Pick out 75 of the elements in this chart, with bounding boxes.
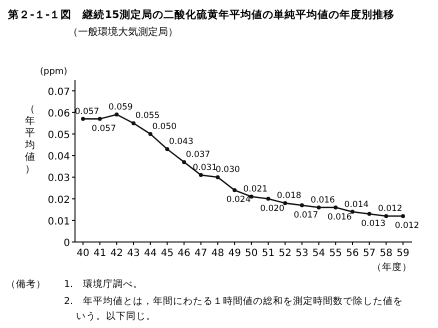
- point: [232, 188, 237, 192]
- point: [283, 201, 288, 206]
- x-tick-label: 44: [144, 248, 157, 259]
- text: （備考）: [6, 278, 46, 290]
- text: 0.013: [361, 218, 386, 229]
- y-tick-label: 0.07: [48, 86, 70, 98]
- chart-subtitle: （一般環境大気測定局）: [68, 26, 178, 38]
- x-tick-label: 57: [362, 248, 376, 259]
- text: 0.031: [192, 163, 218, 174]
- point: [132, 121, 136, 126]
- text: 0.017: [294, 210, 318, 220]
- text: 0.057: [74, 106, 100, 117]
- text: 0.014: [344, 200, 369, 210]
- point: [182, 160, 186, 164]
- point: [350, 210, 354, 214]
- y-tick-label: 0.02: [48, 194, 70, 206]
- point: [384, 214, 388, 218]
- text: 0.016: [310, 195, 335, 206]
- point: [165, 147, 170, 152]
- text: 0.012: [394, 221, 420, 232]
- x-tick-label: 55: [329, 248, 342, 259]
- x-tick-label: 58: [380, 248, 393, 259]
- x-tick-label: 46: [178, 248, 190, 259]
- text: (ppm): [40, 67, 68, 77]
- y-tick-label: 0.06: [48, 108, 70, 120]
- text: 0.012: [378, 204, 402, 214]
- point: [114, 112, 119, 117]
- y-tick-label: 0.01: [48, 216, 70, 228]
- text: 0.059: [108, 102, 133, 113]
- x-tick-label: 49: [228, 248, 241, 259]
- point: [401, 214, 405, 218]
- text: 0.018: [276, 191, 302, 202]
- x-tick-label: 59: [396, 248, 410, 259]
- x-tick-label: 50: [245, 248, 258, 259]
- point: [98, 116, 102, 121]
- point: [216, 175, 220, 180]
- text: 0.030: [216, 165, 240, 176]
- point: [81, 116, 85, 121]
- x-tick-label: 48: [211, 248, 224, 259]
- x-tick-label: 40: [76, 248, 90, 259]
- x-tick-label: 41: [93, 248, 106, 259]
- y-axis-title: （年平均値）: [24, 104, 35, 175]
- text: 0.024: [226, 195, 251, 206]
- point: [148, 132, 152, 136]
- x-tick-label: 43: [127, 248, 140, 259]
- text: 0.050: [152, 122, 177, 132]
- x-tick-label: 53: [296, 248, 308, 259]
- text: 0.055: [135, 111, 160, 122]
- point: [334, 205, 338, 210]
- y-tick-label: 0.05: [48, 130, 70, 141]
- text: 0.021: [243, 184, 268, 195]
- y-tick-label: 0: [64, 238, 70, 249]
- point: [266, 196, 270, 201]
- y-tick-label: 0.03: [48, 173, 70, 184]
- text: 1. 環境庁調べ。: [64, 278, 144, 290]
- x-tick-label: 51: [262, 248, 275, 259]
- x-tick-label: 54: [312, 248, 326, 259]
- x-tick-label: 47: [194, 248, 208, 259]
- y-tick-label: 0.04: [48, 152, 70, 163]
- x-tick-label: 42: [110, 248, 124, 259]
- x-axis-title: （年度）: [372, 261, 412, 273]
- point: [300, 203, 304, 208]
- text: 0.016: [327, 212, 352, 222]
- text: 2. 年平均値とは，年間にわたる１時間値の総和を測定時間数で除した値をいう。以下同じ。: [64, 295, 404, 322]
- text: 0.020: [260, 204, 284, 214]
- x-tick-label: 52: [278, 248, 292, 259]
- text: 0.057: [92, 124, 116, 134]
- x-tick-label: 45: [160, 248, 174, 259]
- point: [198, 173, 203, 178]
- chart-title: 第２-１-１図 継続15測定局の二酸化硫黄年平均値の単純平均値の年度別推移: [7, 8, 394, 21]
- text: 0.043: [169, 137, 194, 148]
- x-tick-label: 56: [346, 248, 359, 259]
- text: 0.037: [186, 150, 210, 160]
- point: [367, 212, 372, 216]
- point: [316, 205, 321, 210]
